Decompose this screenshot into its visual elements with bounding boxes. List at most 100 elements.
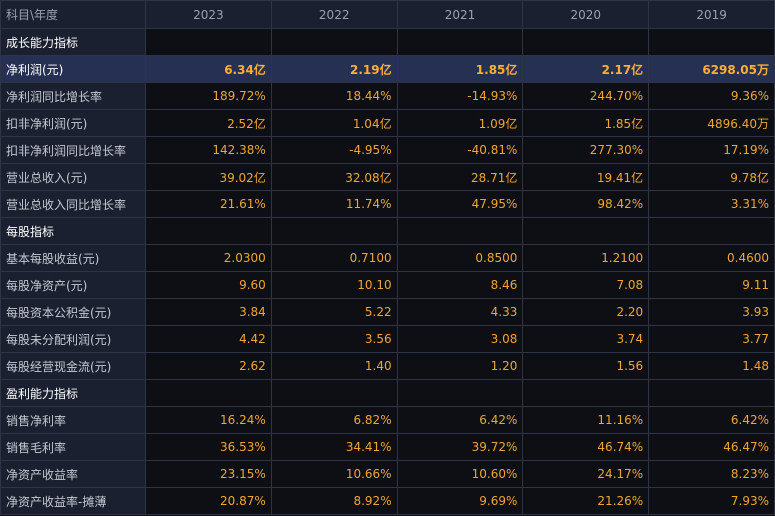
data-row: 净利润同比增长率 189.72% 18.44% -14.93% 244.70% 9.36% [0,82,775,110]
cell-value: 4896.40万 [648,109,775,137]
header-row: 科目\年度 2023 2022 2021 2020 2019 [0,0,775,29]
data-row: 销售净利率 16.24% 6.82% 6.42% 11.16% 6.42% [0,406,775,434]
cell-value: 5.22 [270,298,398,326]
cell-value: 3.77 [648,325,775,353]
cell-value: 16.24% [145,406,272,434]
cell-value: 8.92% [270,487,398,515]
cell-value: 11.74% [270,190,398,218]
empty-cell [270,217,398,245]
row-label: 每股经营现金流(元) [0,352,146,380]
empty-cell [522,28,650,56]
cell-value: 2.19亿 [270,55,398,83]
row-label: 盈利能力指标 [0,379,146,407]
cell-value: 1.40 [270,352,398,380]
cell-value: 20.87% [145,487,272,515]
row-label: 营业总收入(元) [0,163,146,191]
empty-cell [522,217,650,245]
data-row: 销售毛利率 36.53% 34.41% 39.72% 46.74% 46.47% [0,433,775,461]
cell-value: 23.15% [145,460,272,488]
cell-value: 2.52亿 [145,109,272,137]
cell-value: 34.41% [270,433,398,461]
cell-value: 3.31% [648,190,775,218]
cell-value: 1.56 [522,352,650,380]
section-row: 成长能力指标 [0,28,775,56]
row-label: 每股资本公积金(元) [0,298,146,326]
data-row: 净利润(元) 6.34亿 2.19亿 1.85亿 2.17亿 6298.05万 [0,55,775,83]
data-row: 基本每股收益(元) 2.0300 0.7100 0.8500 1.2100 0.4600 [0,244,775,272]
data-row: 每股经营现金流(元) 2.62 1.40 1.20 1.56 1.48 [0,352,775,380]
column-header: 2019 [648,0,775,29]
cell-value: 39.72% [396,433,524,461]
cell-value: 1.85亿 [396,55,524,83]
cell-value: -4.95% [270,136,398,164]
cell-value: 6.82% [270,406,398,434]
cell-value: -14.93% [396,82,524,110]
cell-value: 1.04亿 [270,109,398,137]
data-row: 每股未分配利润(元) 4.42 3.56 3.08 3.74 3.77 [0,325,775,353]
cell-value: 24.17% [522,460,650,488]
column-header: 科目\年度 [0,0,146,29]
cell-value: 4.33 [396,298,524,326]
row-label: 销售毛利率 [0,433,146,461]
data-row: 净资产收益率-摊薄 20.87% 8.92% 9.69% 21.26% 7.93% [0,487,775,515]
cell-value: 2.62 [145,352,272,380]
cell-value: 21.61% [145,190,272,218]
cell-value: 9.78亿 [648,163,775,191]
cell-value: 18.44% [270,82,398,110]
cell-value: 244.70% [522,82,650,110]
empty-cell [522,379,650,407]
empty-cell [145,379,272,407]
empty-cell [648,217,775,245]
cell-value: 6.42% [648,406,775,434]
row-label: 净利润(元) [0,55,146,83]
data-row: 营业总收入同比增长率 21.61% 11.74% 47.95% 98.42% 3.31% [0,190,775,218]
cell-value: 36.53% [145,433,272,461]
row-label: 每股指标 [0,217,146,245]
cell-value: 9.36% [648,82,775,110]
cell-value: 142.38% [145,136,272,164]
cell-value: 3.08 [396,325,524,353]
cell-value: 39.02亿 [145,163,272,191]
cell-value: 6.42% [396,406,524,434]
cell-value: 1.85亿 [522,109,650,137]
cell-value: 2.17亿 [522,55,650,83]
cell-value: 2.0300 [145,244,272,272]
row-label: 净资产收益率 [0,460,146,488]
empty-cell [648,379,775,407]
cell-value: 47.95% [396,190,524,218]
cell-value: 19.41亿 [522,163,650,191]
empty-cell [396,217,524,245]
cell-value: 9.11 [648,271,775,299]
cell-value: 189.72% [145,82,272,110]
row-label: 基本每股收益(元) [0,244,146,272]
data-row: 净资产收益率 23.15% 10.66% 10.60% 24.17% 8.23% [0,460,775,488]
data-row: 扣非净利润同比增长率 142.38% -4.95% -40.81% 277.30% 17.… [0,136,775,164]
data-row: 每股净资产(元) 9.60 10.10 8.46 7.08 9.11 [0,271,775,299]
cell-value: 6298.05万 [648,55,775,83]
cell-value: 32.08亿 [270,163,398,191]
cell-value: 0.7100 [270,244,398,272]
cell-value: 0.4600 [648,244,775,272]
empty-cell [270,379,398,407]
cell-value: -40.81% [396,136,524,164]
cell-value: 21.26% [522,487,650,515]
cell-value: 46.74% [522,433,650,461]
cell-value: 28.71亿 [396,163,524,191]
cell-value: 10.66% [270,460,398,488]
row-label: 营业总收入同比增长率 [0,190,146,218]
cell-value: 9.60 [145,271,272,299]
cell-value: 46.47% [648,433,775,461]
section-row: 盈利能力指标 [0,379,775,407]
row-label: 净资产收益率-摊薄 [0,487,146,515]
column-header: 2020 [522,0,650,29]
cell-value: 2.20 [522,298,650,326]
cell-value: 7.08 [522,271,650,299]
empty-cell [648,28,775,56]
table-body: 成长能力指标 净利润(元) 6.34亿 2.19亿 1.85亿 2.17亿 6298.05万… [0,28,775,515]
row-label: 净利润同比增长率 [0,82,146,110]
cell-value: 3.56 [270,325,398,353]
cell-value: 8.23% [648,460,775,488]
cell-value: 1.48 [648,352,775,380]
column-header: 2023 [145,0,272,29]
cell-value: 3.84 [145,298,272,326]
